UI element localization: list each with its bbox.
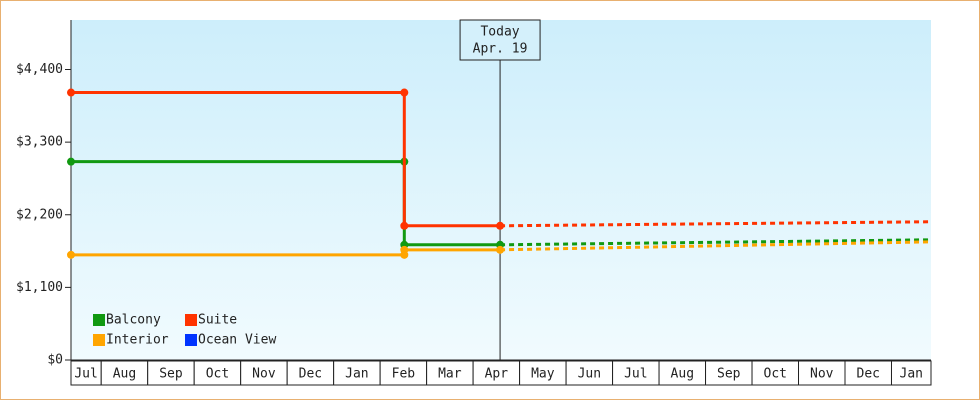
x-tick-label: Dec <box>857 367 880 382</box>
x-tick-label: Oct <box>206 367 229 382</box>
x-category-box <box>612 360 660 386</box>
x-tick-label: Jul <box>624 367 647 382</box>
legend-swatch <box>93 334 105 346</box>
legend-swatch <box>185 314 197 326</box>
x-category-box <box>240 360 288 386</box>
plot-area <box>71 20 931 360</box>
x-tick-label: Sep <box>717 367 741 382</box>
price-marker <box>400 88 409 97</box>
legend-label: Ocean View <box>198 333 276 348</box>
price-marker <box>496 221 505 230</box>
legend-swatch <box>93 314 105 326</box>
y-tick-label: $3,300 <box>16 135 63 150</box>
x-tick-label: Apr <box>485 367 509 382</box>
today-title: Today <box>480 25 519 40</box>
price-line <box>71 91 501 228</box>
x-category-box <box>472 360 521 386</box>
legend-label: Suite <box>198 313 237 328</box>
x-tick-label: Nov <box>252 367 276 382</box>
x-tick-label: May <box>531 367 555 382</box>
x-category-box <box>379 360 428 386</box>
x-category-box <box>705 360 753 386</box>
x-tick-label: Mar <box>438 367 462 382</box>
x-tick-label: Sep <box>159 367 183 382</box>
today-date: Apr. 19 <box>473 42 528 57</box>
x-tick-label: Feb <box>392 367 416 382</box>
y-tick-label: $2,200 <box>16 207 63 222</box>
x-category-box <box>844 360 892 386</box>
legend-label: Balcony <box>106 313 161 328</box>
price-marker <box>400 221 409 230</box>
x-tick-label: Jun <box>578 367 601 382</box>
legend-label: Interior <box>106 333 169 348</box>
price-marker <box>67 250 75 259</box>
x-tick-label: Jul <box>74 367 97 382</box>
x-tick-label: Nov <box>810 367 834 382</box>
today-box <box>459 19 541 61</box>
legend-swatch <box>185 334 197 346</box>
x-tick-label: Oct <box>764 367 787 382</box>
x-tick-label: Jan <box>345 367 368 382</box>
price-marker <box>67 88 75 97</box>
y-tick-label: $4,400 <box>16 62 63 77</box>
x-tick-label: Aug <box>113 367 136 382</box>
price-marker <box>496 245 505 254</box>
x-category-box <box>147 360 195 386</box>
x-category-box <box>890 360 932 386</box>
x-tick-label: Dec <box>299 367 322 382</box>
x-category-box <box>70 360 102 386</box>
y-tick-label: $0 <box>47 353 63 368</box>
x-tick-label: Aug <box>671 367 694 382</box>
x-category-box <box>100 360 149 386</box>
x-category-box <box>751 360 800 386</box>
price-marker <box>400 245 409 254</box>
price-marker <box>67 157 75 166</box>
x-category-box <box>193 360 242 386</box>
x-tick-label: Jan <box>900 367 923 382</box>
x-category-box <box>565 360 614 386</box>
y-tick-label: $1,100 <box>16 280 63 295</box>
